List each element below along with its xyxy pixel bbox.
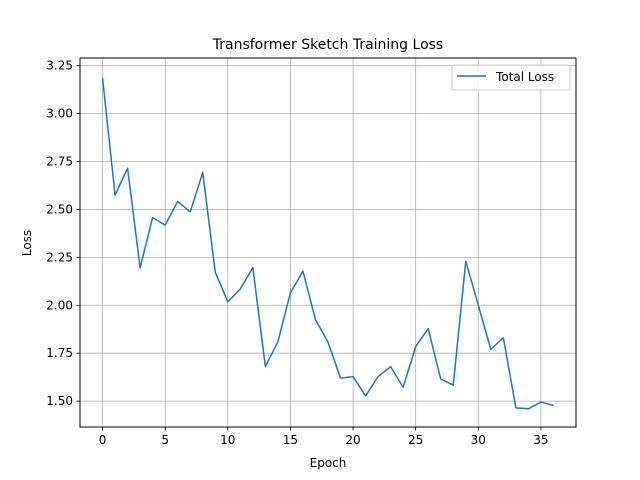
y-tick-label: 2.50: [46, 202, 73, 216]
x-tick-label: 20: [345, 433, 360, 447]
x-tick-label: 0: [99, 433, 107, 447]
x-axis-label: Epoch: [310, 456, 347, 470]
x-tick-label: 15: [283, 433, 298, 447]
gridlines: [80, 58, 576, 427]
legend-label: Total Loss: [495, 70, 554, 84]
y-tick-label: 3.25: [46, 59, 73, 73]
series-group: [101, 78, 554, 410]
x-tick-label: 10: [220, 433, 235, 447]
y-tick-label: 2.25: [46, 250, 73, 264]
plot-area: [79, 57, 577, 428]
y-tick-label: 2.75: [46, 155, 73, 169]
legend: Total Loss: [451, 64, 571, 91]
x-tick-label: 25: [408, 433, 423, 447]
y-axis-ticks: 1.50 1.75 2.00 2.25 2.50 2.75 3.00 3.25: [46, 59, 80, 408]
y-tick-label: 3.00: [46, 107, 73, 121]
y-axis-label: Loss: [20, 230, 34, 256]
y-tick-label: 1.50: [46, 394, 73, 408]
legend-box: [451, 64, 571, 91]
series-line-total-loss: [101, 78, 554, 410]
chart-title: Transformer Sketch Training Loss: [212, 37, 443, 53]
x-tick-label: 30: [471, 433, 486, 447]
x-tick-label: 5: [161, 433, 169, 447]
y-tick-label: 1.75: [46, 346, 73, 360]
x-axis-ticks: 0 5 10 15 20 25 30 35: [99, 427, 549, 447]
y-tick-label: 2.00: [46, 298, 73, 312]
x-tick-label: 35: [533, 433, 548, 447]
